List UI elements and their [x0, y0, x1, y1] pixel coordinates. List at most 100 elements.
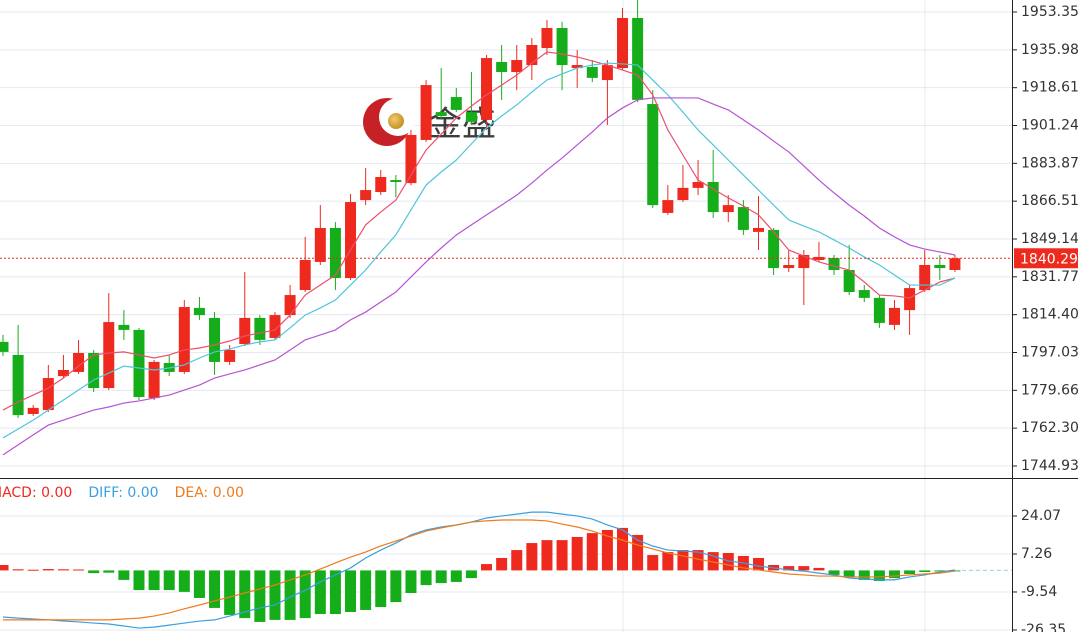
macd-bar [934, 570, 946, 572]
price-plot [0, 0, 1012, 456]
candle-body [465, 112, 477, 122]
macd-bar [783, 566, 795, 571]
macd-bar [284, 570, 296, 620]
macd-bar [133, 570, 145, 591]
candle-body [224, 349, 236, 362]
y-tick-label: 1935.98 [1021, 42, 1078, 58]
last-price-box [1014, 248, 1078, 269]
candle-body [193, 307, 205, 316]
grid [0, 0, 1012, 632]
macd-bar [722, 553, 734, 571]
macd-bar [919, 570, 931, 572]
y-tick-label: 1953.35 [1021, 4, 1078, 20]
macd-bar [435, 570, 447, 584]
macd-bar [27, 569, 39, 571]
candle-body [707, 182, 719, 213]
macd-bar [390, 570, 402, 603]
candle-body [601, 65, 613, 81]
moving-average-line [2, 62, 956, 439]
candle-body [858, 290, 870, 298]
macd-bar [601, 529, 613, 571]
macd-bar [224, 570, 236, 615]
macd-bar [73, 569, 85, 571]
y-tick-label: 1901.24 [1021, 118, 1078, 134]
candle-body [904, 288, 916, 311]
y-tick-label: 1762.30 [1021, 420, 1078, 436]
macd-bar [526, 543, 538, 571]
macd-bar [450, 570, 462, 582]
macd-bar [511, 550, 523, 571]
candle-body [133, 329, 145, 397]
legend-entry: MACD: 0.00 [0, 485, 72, 501]
macd-bar [556, 540, 568, 571]
candle-body [526, 45, 538, 66]
candle-body [12, 354, 24, 416]
candle-body [828, 258, 840, 271]
candle-body [737, 207, 749, 230]
candle-body [209, 317, 221, 362]
candle-body [934, 264, 946, 269]
candle-body [617, 17, 629, 69]
candle-body [239, 317, 251, 345]
candle-body [798, 254, 810, 269]
y-tick-label: 1779.66 [1021, 382, 1078, 398]
macd-bar [193, 570, 205, 598]
macd-bar [12, 569, 24, 571]
candle-body [345, 202, 357, 279]
y-tick-label: -9.54 [1021, 584, 1057, 600]
candle-body [783, 264, 795, 269]
macd-bar [118, 570, 130, 580]
macd-bar [178, 570, 190, 592]
macd-bar [571, 536, 583, 571]
macd-bar [662, 552, 674, 571]
candle-body [284, 295, 296, 316]
macd-bar [0, 564, 9, 571]
macd-bar [677, 550, 689, 571]
candle-body [541, 28, 553, 49]
candle-body [420, 85, 432, 140]
macd-bar [405, 570, 417, 594]
macd-bar [541, 540, 553, 571]
macd-bar [314, 570, 326, 615]
macd-line [2, 511, 956, 629]
candle-body [57, 369, 69, 377]
candle-body [919, 264, 931, 291]
macd-bar [707, 552, 719, 571]
macd-bar [692, 550, 704, 571]
candle-body [662, 200, 674, 213]
candle-body [677, 187, 689, 201]
macd-bar [465, 570, 477, 579]
candle-body [556, 28, 568, 66]
candle-body [390, 180, 402, 183]
legend-entry: DIFF: 0.00 [88, 485, 158, 501]
candle-body [254, 317, 266, 340]
candle-body [103, 322, 115, 389]
y-tick-label: 1797.03 [1021, 344, 1078, 360]
macd-bar [254, 570, 266, 622]
macd-bar [828, 570, 840, 575]
macd-bar [329, 570, 341, 615]
macd-bar [209, 570, 221, 608]
y-tick-label: 7.26 [1021, 546, 1052, 562]
macd-bar [647, 555, 659, 571]
macd-bar [617, 527, 629, 571]
candle-body [647, 104, 659, 206]
candle-body [405, 134, 417, 184]
candle-body [586, 67, 598, 78]
candle-body [632, 17, 644, 100]
macd-bar [632, 534, 644, 571]
macd-bar [57, 569, 69, 571]
candle-body [148, 361, 160, 399]
candle-body [435, 112, 447, 117]
macd-bar [813, 567, 825, 571]
y-tick-label: 1814.40 [1021, 307, 1078, 323]
macd-bar [420, 570, 432, 586]
macd-line [3, 519, 956, 621]
candle-body [27, 407, 39, 414]
candle-body [949, 258, 961, 271]
macd-bar [299, 570, 311, 619]
legend-entry: DEA: 0.00 [175, 485, 244, 501]
y-tick-label: -26.35 [1021, 622, 1066, 632]
macd-bar [586, 533, 598, 571]
